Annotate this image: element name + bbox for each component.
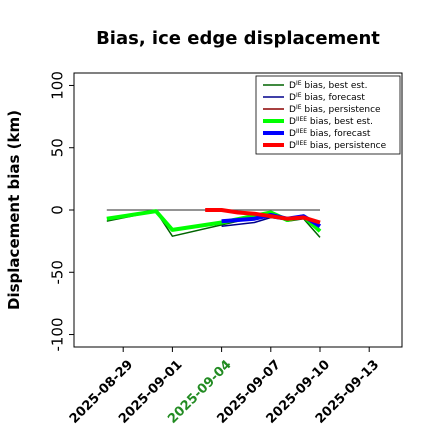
legend: DIE bias, best est.DIE bias, forecastDIE…	[255, 75, 401, 155]
y-tick-label: -50	[49, 260, 67, 285]
y-tick-label: 50	[49, 138, 67, 157]
y-tick-label: 0	[49, 205, 67, 215]
legend-entry: DIE bias, forecast	[289, 92, 365, 103]
y-tick-label: -100	[49, 318, 67, 352]
series-lines	[106, 208, 322, 238]
y-axis-label: Displacement bias (km)	[5, 110, 23, 310]
y-axis: -100 -50 0 50 100	[49, 71, 74, 352]
series-line-6	[205, 208, 321, 225]
chart-title: Bias, ice edge displacement	[96, 28, 380, 49]
legend-entry: DIIEE bias, forecast	[289, 128, 371, 139]
legend-entry: DIIEE bias, persistence	[289, 140, 387, 151]
legend-entry: DIE bias, persistence	[289, 104, 381, 115]
x-axis: 2025-08-292025-09-012025-09-042025-09-07…	[67, 347, 382, 427]
legend-box	[255, 75, 401, 155]
legend-entry: DIIEE bias, best est.	[289, 116, 373, 127]
y-tick-label: 100	[49, 71, 67, 100]
legend-entry: DIE bias, best est.	[289, 80, 367, 91]
